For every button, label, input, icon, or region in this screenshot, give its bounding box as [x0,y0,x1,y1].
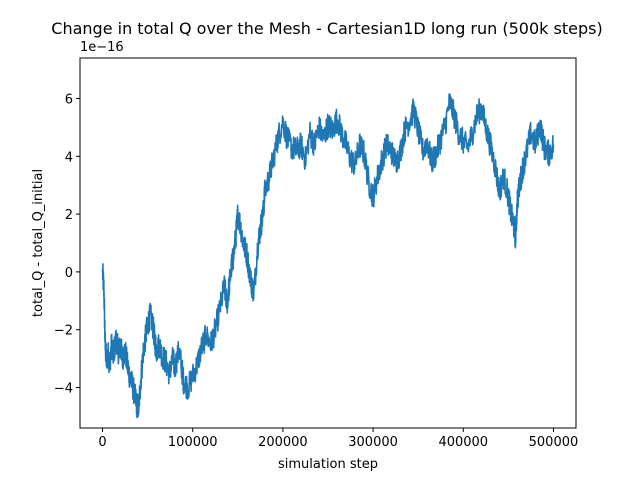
x-tick-label: 300000 [348,435,398,450]
series-group [101,93,555,419]
y-tick-label: 0 [65,266,73,281]
plot-frame [79,57,577,429]
y-tick-label: −4 [54,382,73,397]
y-tick-label: 2 [65,208,73,223]
series-line-0 [101,93,555,419]
y-tick-label: 4 [65,150,73,165]
x-axis-label: simulation step [278,457,378,472]
x-tick-label: 100000 [168,435,218,450]
y-tick-label: −2 [54,324,73,339]
y-axis-ticks: −4 −2 0 2 4 6 [54,92,80,397]
x-tick-label: 400000 [438,435,488,450]
y-tick-label: 6 [65,92,73,107]
x-tick-label: 500000 [529,435,579,450]
plot-area [101,93,555,419]
chart-title: Change in total Q over the Mesh - Cartes… [51,19,602,38]
x-tick-label: 200000 [258,435,308,450]
y-axis-offset-label: 1e−16 [80,40,124,55]
y-axis-label: total_Q - total_Q_initial [31,169,46,317]
x-tick-label: 0 [98,435,106,450]
x-axis-ticks: 0 100000 200000 300000 400000 500000 [98,428,578,450]
